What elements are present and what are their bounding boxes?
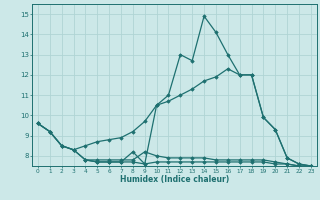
X-axis label: Humidex (Indice chaleur): Humidex (Indice chaleur) — [120, 175, 229, 184]
